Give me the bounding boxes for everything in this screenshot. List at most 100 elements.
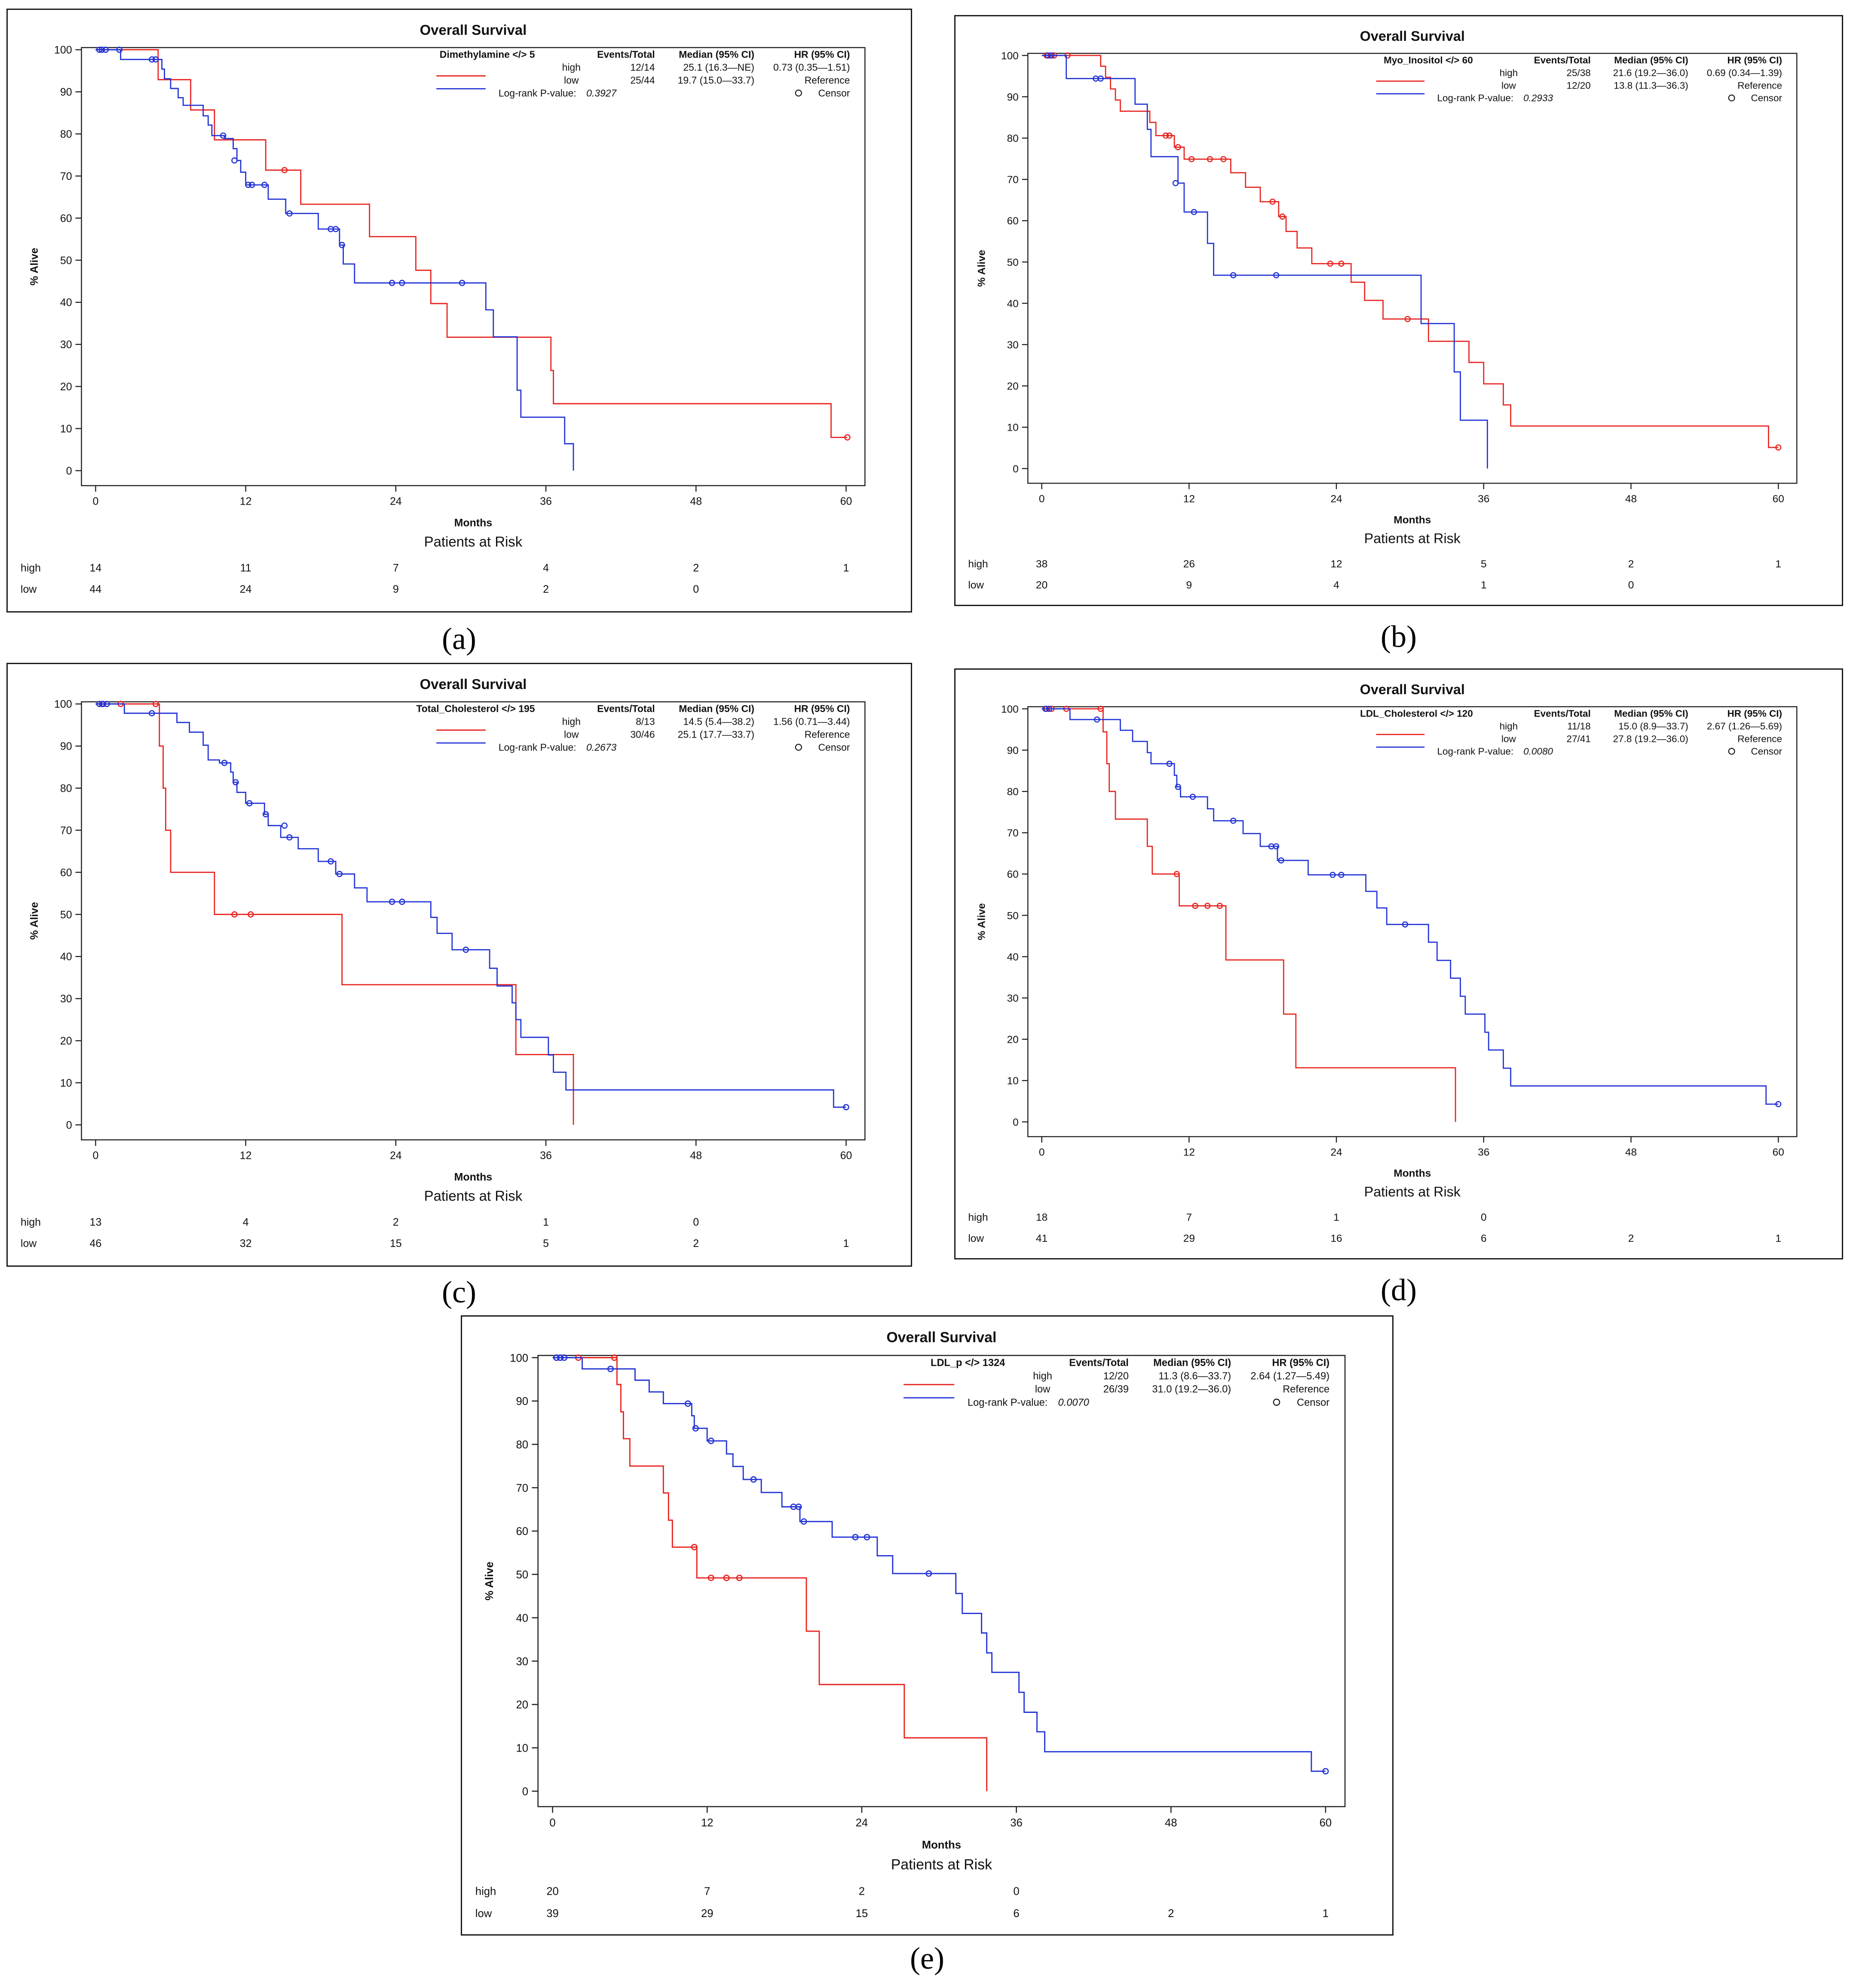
risk-count-low: 2 bbox=[1168, 1908, 1174, 1920]
panel-label-e: (e) bbox=[910, 1941, 944, 1976]
risk-count-high: 14 bbox=[90, 562, 102, 574]
logrank-label: Log-rank P-value: bbox=[1437, 746, 1514, 757]
legend-group-high: high bbox=[1033, 1371, 1052, 1382]
y-axis-label: % Alive bbox=[28, 248, 40, 285]
censor-mark-high bbox=[231, 911, 238, 918]
x-tick-label: 60 bbox=[1773, 493, 1784, 505]
legend-events-high: 8/13 bbox=[636, 716, 655, 727]
risk-count-low: 46 bbox=[90, 1238, 102, 1250]
censor-mark-high bbox=[247, 911, 254, 918]
y-tick-label: 90 bbox=[1007, 92, 1019, 103]
chart-title: Overall Survival bbox=[1360, 682, 1465, 697]
survival-curve-low bbox=[1041, 708, 1779, 1105]
legend-median-high: 25.1 (16.3—NE) bbox=[683, 62, 754, 73]
y-tick-label: 100 bbox=[54, 698, 72, 711]
x-tick-label: 48 bbox=[690, 496, 702, 508]
legend-events-high: 25/38 bbox=[1566, 67, 1590, 78]
chart-title: Overall Survival bbox=[420, 22, 527, 38]
legend-events-low: 25/44 bbox=[630, 75, 655, 86]
risk-count-high: 1 bbox=[543, 1216, 549, 1228]
legend-variable-header: LDL_Cholesterol </> 120 bbox=[1360, 708, 1473, 719]
legend-median-high: 21.6 (19.2—36.0) bbox=[1613, 67, 1688, 78]
legend-median-header: Median (95% CI) bbox=[1614, 55, 1688, 66]
risk-count-low: 9 bbox=[393, 583, 399, 595]
risk-row-label-low: low bbox=[21, 1238, 37, 1250]
risk-row-label-low: low bbox=[21, 583, 37, 595]
legend-hr-header: HR (95% CI) bbox=[794, 703, 850, 714]
risk-count-high: 0 bbox=[1013, 1885, 1019, 1897]
risk-count-low: 2 bbox=[543, 583, 549, 595]
censor-legend-label: Censor bbox=[1297, 1397, 1329, 1408]
risk-row-label-high: high bbox=[21, 1216, 41, 1228]
legend-events-high: 12/14 bbox=[630, 62, 655, 73]
legend-hr-high: 0.69 (0.34—1.39) bbox=[1707, 67, 1782, 78]
survival-curve-high bbox=[552, 1357, 988, 1792]
censor-mark-low bbox=[233, 779, 239, 786]
censor-mark-high bbox=[1173, 871, 1180, 877]
y-tick-label: 0 bbox=[66, 465, 72, 477]
logrank-label: Log-rank P-value: bbox=[499, 741, 576, 753]
risk-count-low: 5 bbox=[543, 1238, 549, 1250]
y-tick-label: 80 bbox=[60, 783, 72, 795]
censor-mark-low bbox=[553, 1354, 560, 1361]
censor-mark-high bbox=[152, 701, 159, 708]
panel-label-c: (c) bbox=[442, 1275, 476, 1309]
risk-count-low: 4 bbox=[1333, 579, 1339, 591]
y-tick-label: 40 bbox=[60, 297, 72, 309]
y-tick-label: 40 bbox=[1007, 951, 1019, 963]
x-tick-label: 48 bbox=[1625, 493, 1637, 505]
censor-legend-icon bbox=[795, 89, 802, 97]
risk-count-high: 7 bbox=[393, 562, 399, 574]
y-tick-label: 50 bbox=[1007, 910, 1019, 922]
risk-count-high: 20 bbox=[546, 1885, 559, 1897]
logrank-p-value: 0.3927 bbox=[586, 87, 617, 98]
censor-mark-low bbox=[459, 279, 466, 286]
censor-mark-low bbox=[1230, 818, 1237, 824]
y-tick-label: 10 bbox=[516, 1742, 529, 1754]
censor-mark-high bbox=[723, 1574, 730, 1581]
censor-mark-low bbox=[286, 834, 293, 841]
x-tick-label: 12 bbox=[240, 1150, 252, 1162]
y-tick-label: 50 bbox=[60, 909, 72, 921]
risk-count-high: 7 bbox=[1186, 1212, 1192, 1223]
x-tick-label: 24 bbox=[1330, 493, 1342, 505]
y-tick-label: 40 bbox=[516, 1612, 529, 1624]
risk-count-low: 44 bbox=[90, 583, 102, 595]
legend-hr-low: Reference bbox=[1737, 80, 1782, 91]
legend-hr-header: HR (95% CI) bbox=[794, 49, 850, 60]
risk-count-low: 1 bbox=[1775, 1233, 1781, 1244]
censor-mark-low bbox=[389, 279, 395, 286]
x-tick-label: 60 bbox=[1773, 1146, 1784, 1158]
censor-mark-low bbox=[262, 811, 269, 818]
censor-mark-low bbox=[96, 701, 103, 708]
censor-legend-icon bbox=[1273, 1398, 1280, 1406]
legend-group-low: low bbox=[564, 75, 579, 86]
censor-mark-low bbox=[261, 181, 268, 188]
y-tick-label: 90 bbox=[516, 1396, 529, 1408]
censor-mark-high bbox=[1166, 132, 1173, 139]
censor-mark-high bbox=[1097, 705, 1104, 712]
censor-mark-low bbox=[389, 898, 395, 905]
x-tick-label: 60 bbox=[1320, 1817, 1332, 1829]
y-tick-label: 30 bbox=[1007, 340, 1019, 351]
risk-row-label-high: high bbox=[475, 1885, 496, 1897]
censor-mark-low bbox=[1175, 784, 1181, 790]
censor-mark-low bbox=[328, 858, 334, 865]
x-tick-label: 24 bbox=[1330, 1146, 1342, 1158]
y-tick-label: 50 bbox=[60, 254, 72, 266]
censor-mark-low bbox=[246, 800, 253, 807]
censor-mark-high bbox=[1775, 444, 1782, 451]
legend-events-header: Events/Total bbox=[597, 703, 655, 714]
y-tick-label: 60 bbox=[60, 212, 72, 224]
risk-count-high: 0 bbox=[1481, 1212, 1487, 1223]
censor-mark-low bbox=[1273, 843, 1280, 850]
censor-mark-low bbox=[248, 181, 255, 188]
survival-curve-low bbox=[95, 49, 574, 471]
risk-count-low: 41 bbox=[1036, 1233, 1048, 1244]
x-tick-label: 36 bbox=[1478, 493, 1489, 505]
censor-mark-high bbox=[1404, 316, 1411, 322]
risk-row-label-high: high bbox=[21, 562, 41, 574]
censor-mark-high bbox=[1207, 156, 1213, 162]
censor-mark-low bbox=[1172, 180, 1179, 187]
censor-mark-low bbox=[399, 898, 405, 905]
